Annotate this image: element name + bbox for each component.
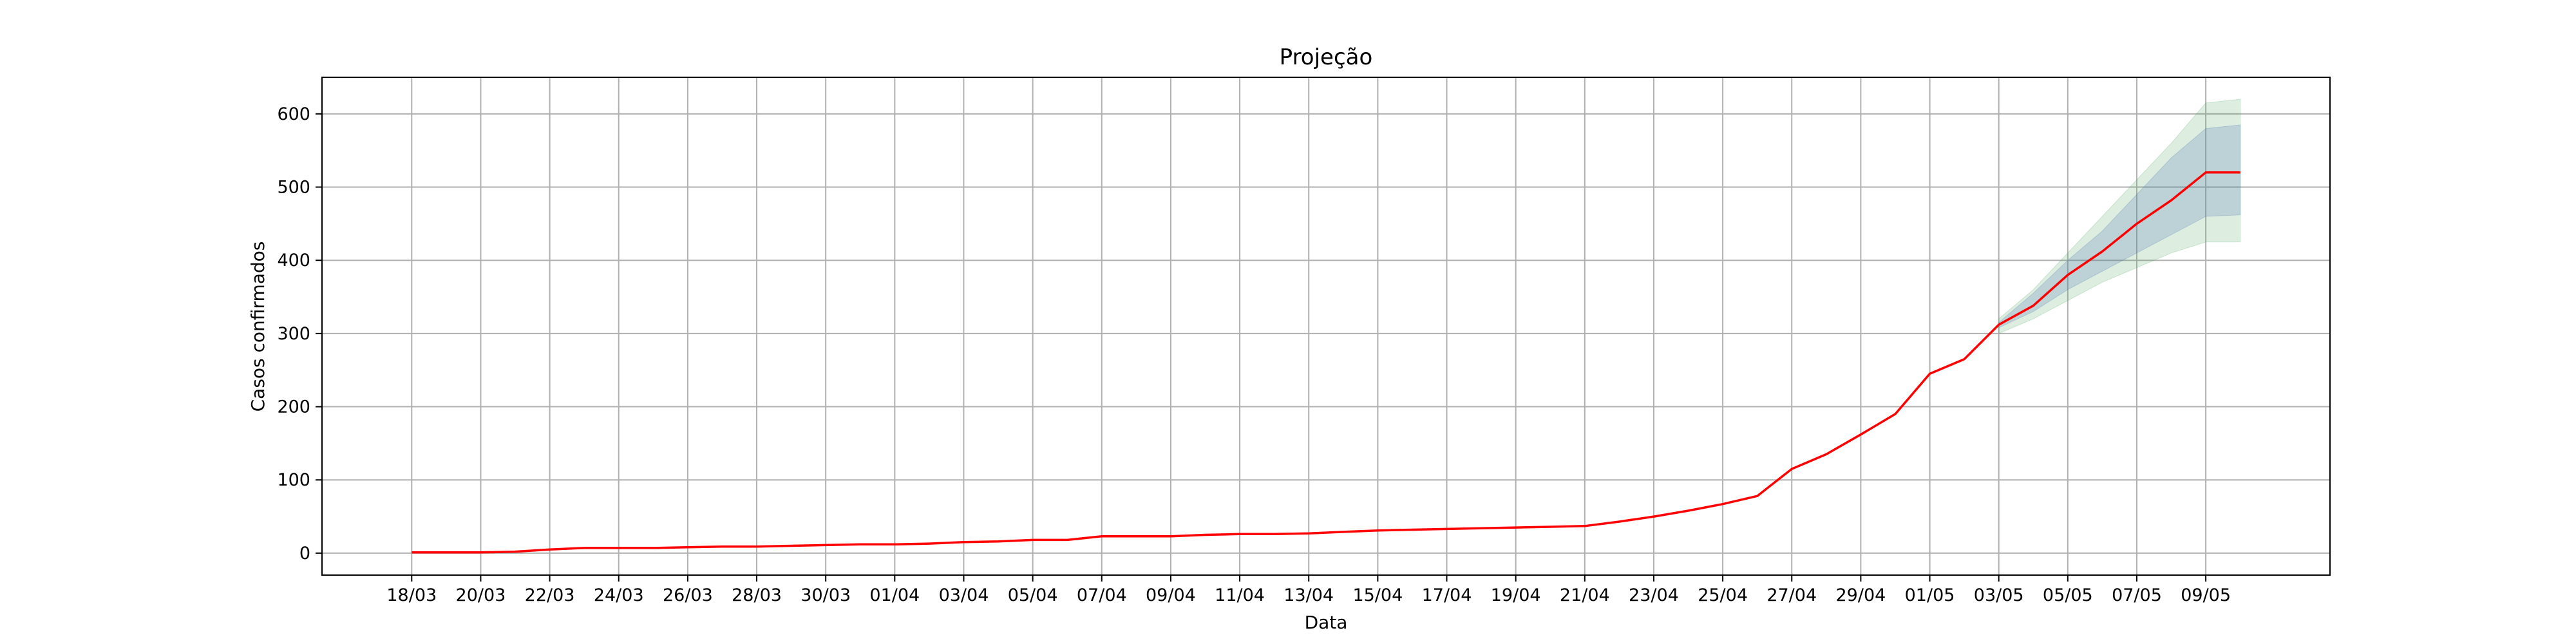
y-tick-label: 100 <box>277 470 310 490</box>
x-tick-label: 11/04 <box>1215 585 1265 605</box>
y-tick-label: 300 <box>277 324 310 344</box>
x-tick-label: 29/04 <box>1835 585 1886 605</box>
x-tick-label: 22/03 <box>525 585 575 605</box>
plot-frame <box>321 77 2331 576</box>
y-tick-label: 600 <box>277 104 310 124</box>
x-tick-label: 09/04 <box>1146 585 1196 605</box>
x-tick-label: 24/03 <box>594 585 644 605</box>
x-tick-label: 01/05 <box>1905 585 1955 605</box>
x-tick-label: 05/04 <box>1008 585 1058 605</box>
y-tick-label: 500 <box>277 178 310 198</box>
projection-inner-band <box>1998 124 2241 328</box>
x-tick-label: 15/04 <box>1352 585 1403 605</box>
y-tick-label: 0 <box>299 544 310 564</box>
y-tick-label: 400 <box>277 251 310 270</box>
x-tick-label: 13/04 <box>1283 585 1334 605</box>
chart-title: Projeção <box>1280 44 1373 70</box>
x-tick-label: 18/03 <box>386 585 437 605</box>
x-tick-label: 03/05 <box>1974 585 2024 605</box>
x-tick-label: 25/04 <box>1698 585 1748 605</box>
y-axis-title: Casos confirmados <box>247 242 269 412</box>
x-tick-label: 26/03 <box>663 585 713 605</box>
x-tick-label: 30/03 <box>800 585 851 605</box>
x-tick-label: 21/04 <box>1560 585 1610 605</box>
x-tick-label: 27/04 <box>1766 585 1817 605</box>
grid <box>322 77 2330 575</box>
y-tick-label: 200 <box>277 397 310 417</box>
x-tick-label: 19/04 <box>1491 585 1541 605</box>
x-tick-label: 07/04 <box>1077 585 1127 605</box>
series-line-confirmed-cases <box>412 171 2240 554</box>
series-layer <box>412 171 2240 554</box>
x-tick-label: 17/04 <box>1422 585 1472 605</box>
projection-outer-band <box>1998 99 2241 334</box>
x-axis-title: Data <box>1305 612 1348 633</box>
x-tick-label: 23/04 <box>1629 585 1679 605</box>
projection-bands <box>1998 99 2241 334</box>
x-tick-label: 01/04 <box>869 585 920 605</box>
x-tick-label: 20/03 <box>456 585 506 605</box>
x-tick-label: 09/05 <box>2181 585 2231 605</box>
y-axis: 0 100 200 300 400 500 600 <box>277 104 322 564</box>
x-tick-label: 05/05 <box>2043 585 2093 605</box>
x-tick-label: 28/03 <box>732 585 782 605</box>
x-tick-label: 07/05 <box>2112 585 2162 605</box>
x-axis: 18/03 20/03 22/03 24/03 26/03 28/03 30/03 01/04… <box>386 575 2231 605</box>
x-tick-label: 03/04 <box>939 585 989 605</box>
